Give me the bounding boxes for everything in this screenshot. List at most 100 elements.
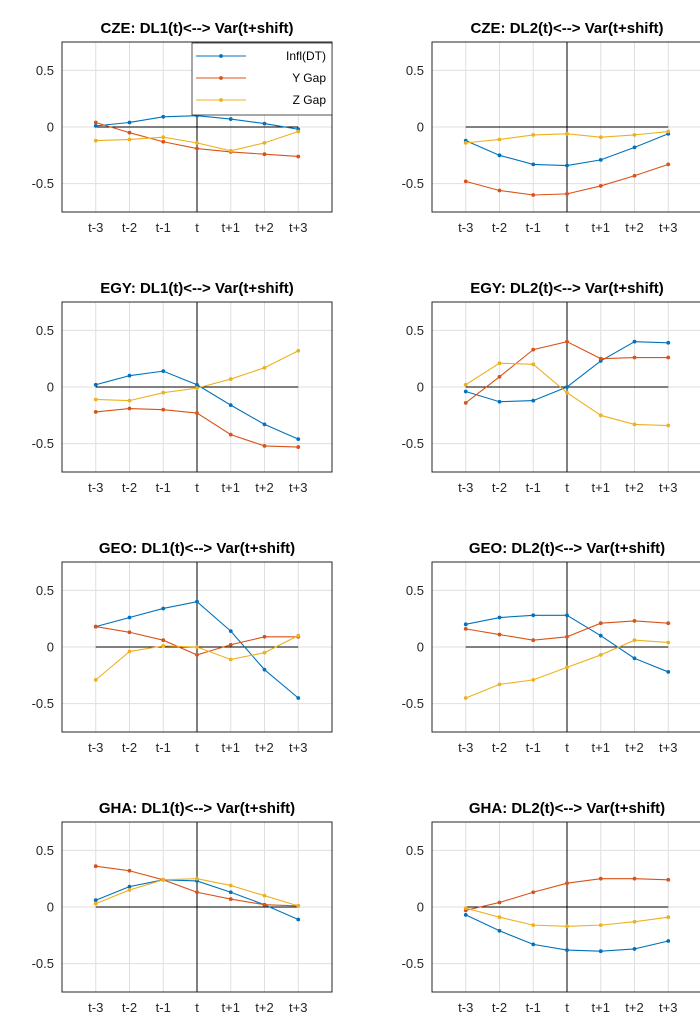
data-point-z-gap [632,422,637,427]
data-point-y-gap [666,621,671,626]
chart-panel-1: CZE: DL1(t)<--> Var(t+shift) t-3 t-2 t-1 t t+… [32,20,333,235]
x-tick-label: t+2 [625,480,643,495]
chart-panel-5: GEO: DL1(t)<--> Var(t+shift) t-3 t-2 t-1 t t+… [32,540,333,755]
x-tick-label: t-2 [122,220,137,235]
data-point-z-gap [497,915,502,920]
axes-box [61,41,333,213]
data-point-y-gap [463,179,468,184]
y-tick-label: -0.5 [32,436,54,451]
x-tick-label: t+3 [659,220,677,235]
data-point-y-gap [497,374,502,379]
panel-title: EGY: DL1(t)<--> Var(t+shift) [100,280,294,297]
data-point-z-gap [598,135,603,140]
data-point-z-gap [598,413,603,418]
data-point-y-gap [497,632,502,637]
x-tick-label: t-2 [492,1000,507,1015]
data-point-z-gap [127,649,132,654]
data-point-infl-dt [195,599,199,604]
data-point-infl-dt [666,670,671,674]
data-point-infl-dt [262,667,267,672]
data-point-z-gap [127,398,132,403]
x-tick-label: t-1 [156,480,171,495]
data-point-infl-dt [195,382,199,387]
chart-panel-7: GHA: DL1(t)<--> Var(t+shift) t-3 t-2 t-1 t t+… [32,800,333,1015]
data-point-z-gap [93,677,98,682]
data-point-infl-dt [296,917,301,922]
y-tick-label: 0 [417,380,424,395]
chart-panel-2: CZE: DL2(t)<--> Var(t+shift) t-3 t-2 t-1 t t+… [402,20,700,235]
x-tick-label: t-3 [88,740,103,755]
legend-swatch-marker [219,76,223,80]
data-point-infl-dt [497,399,502,404]
data-point-y-gap [666,877,671,882]
data-point-y-gap [228,897,233,901]
y-tick-label: 0 [47,380,54,395]
data-point-y-gap [93,410,98,414]
axes-box [431,41,700,213]
x-tick-label: t+1 [222,220,240,235]
data-point-y-gap [195,653,199,657]
x-tick-label: t+3 [289,220,307,235]
x-tick-label: t [565,740,569,755]
data-point-infl-dt [632,656,637,661]
x-tick-label: t-2 [122,1000,137,1015]
x-tick-label: t [195,220,199,235]
data-point-z-gap [296,633,301,638]
data-point-z-gap [195,140,199,145]
data-point-z-gap [497,137,502,142]
data-point-z-gap [632,638,637,643]
x-tick-label: t-3 [458,220,473,235]
chart-panel-3: EGY: DL1(t)<--> Var(t+shift) t-3 t-2 t-1 t t+… [32,280,333,495]
data-point-infl-dt [666,939,671,943]
data-point-z-gap [463,140,468,145]
x-tick-label: t+1 [222,740,240,755]
x-tick-label: t+2 [255,1000,273,1015]
axes-box [431,561,700,733]
data-point-y-gap [531,638,536,643]
data-point-infl-dt [228,117,233,121]
data-point-z-gap [262,650,267,655]
data-point-y-gap [195,411,199,415]
data-point-z-gap [565,131,569,136]
data-point-y-gap [296,445,301,449]
data-point-infl-dt [565,948,569,952]
data-point-y-gap [565,339,569,344]
x-tick-label: t [565,480,569,495]
y-tick-label: 0 [417,900,424,915]
y-tick-label: -0.5 [402,696,424,711]
x-tick-label: t [195,740,199,755]
data-point-y-gap [497,900,502,905]
data-point-y-gap [93,120,98,125]
data-point-z-gap [666,129,671,134]
x-tick-label: t+1 [222,1000,240,1015]
data-point-y-gap [463,400,468,405]
data-point-infl-dt [161,606,166,611]
panel-title: CZE: DL1(t)<--> Var(t+shift) [101,20,294,37]
data-point-infl-dt [666,340,671,345]
data-point-z-gap [93,138,98,143]
data-point-y-gap [666,162,671,167]
x-tick-label: t-2 [492,480,507,495]
data-point-z-gap [463,382,468,387]
legend: Infl(DT) Y Gap Z Gap [191,42,333,116]
panel-title: GEO: DL2(t)<--> Var(t+shift) [469,540,665,557]
chart-panel-4: EGY: DL2(t)<--> Var(t+shift) t-3 t-2 t-1 t t+… [402,280,700,495]
data-point-z-gap [565,390,569,395]
data-point-infl-dt [262,422,267,427]
data-point-z-gap [228,883,233,888]
data-point-infl-dt [161,369,166,374]
data-point-z-gap [262,365,267,370]
data-point-y-gap [93,864,98,869]
data-point-infl-dt [161,114,166,119]
data-point-z-gap [93,901,98,906]
data-point-y-gap [497,188,502,193]
data-point-z-gap [161,135,166,140]
x-tick-label: t+2 [625,1000,643,1015]
x-tick-label: t+2 [255,220,273,235]
data-point-z-gap [228,148,233,153]
data-point-y-gap [666,355,671,360]
data-point-y-gap [296,154,301,159]
x-tick-label: t+3 [659,740,677,755]
x-tick-label: t+2 [625,220,643,235]
y-tick-label: 0 [417,640,424,655]
